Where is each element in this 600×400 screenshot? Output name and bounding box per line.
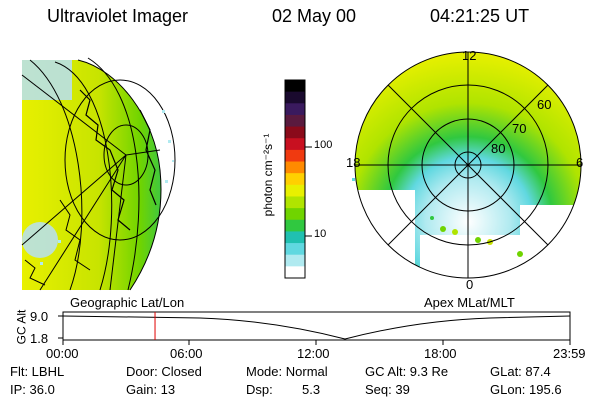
instrument-title: Ultraviolet Imager	[47, 6, 189, 26]
status-gain: Gain: 13	[126, 382, 176, 397]
timeline-x-tick-0600: 06:00	[170, 346, 203, 361]
colorbar-segment	[285, 243, 305, 256]
colorbar-segment	[285, 91, 305, 104]
status-dsp-label: Dsp:	[246, 382, 273, 397]
time-label: 04:21:25 UT	[430, 6, 530, 26]
status-ip: IP: 36.0	[10, 382, 55, 397]
colorbar-segment	[285, 266, 305, 279]
timeline-y-tick-9: 9.0	[30, 309, 49, 324]
timeline-y-axis-label: GC Alt	[14, 309, 29, 345]
colorbar-segment	[285, 196, 305, 209]
geographic-projection-label: Geographic Lat/Lon	[70, 295, 185, 310]
colorbar-segment	[285, 231, 305, 244]
status-flt: Flt: LBHL	[10, 364, 65, 379]
status-glat: GLat: 87.4	[490, 364, 551, 379]
timeline-x-tick-1800: 18:00	[424, 346, 457, 361]
colorbar-segment	[285, 103, 305, 116]
timeline-x-tick-2359: 23:59	[553, 346, 586, 361]
colorbar-tick-10: 10	[314, 228, 327, 240]
status-door: Door: Closed	[126, 364, 202, 379]
status-seq: Seq: 39	[365, 382, 410, 397]
status-dsp-value: 5.3	[302, 382, 321, 397]
timeline-y-tick-1-8: 1.8	[30, 331, 49, 346]
colorbar-segment	[285, 126, 305, 139]
colorbar-tick-100: 100	[314, 139, 333, 151]
apex-projection-label: Apex MLat/MLT	[424, 295, 515, 310]
mlat-label-60: 60	[537, 97, 552, 112]
colorbar-segment	[285, 138, 305, 151]
timeline-x-tick-0000: 00:00	[46, 346, 79, 361]
geographic-map	[21, 57, 176, 291]
date-label: 02 May 00	[272, 6, 357, 26]
colorbar-segment	[285, 114, 305, 128]
mlt-label-12: 12	[462, 48, 477, 63]
mlt-label-0: 0	[466, 277, 474, 292]
colorbar	[284, 79, 312, 279]
mlt-label-18: 18	[346, 155, 361, 170]
timeline-x-tick-1200: 12:00	[297, 346, 330, 361]
mlt-label-6: 6	[576, 155, 584, 170]
colorbar-segment	[285, 208, 305, 221]
timeline-plot	[58, 311, 571, 345]
colorbar-segment	[285, 184, 305, 197]
polar-map	[352, 51, 582, 279]
colorbar-segment	[285, 149, 305, 163]
colorbar-segment	[285, 161, 305, 174]
mlat-label-80: 80	[491, 141, 506, 156]
colorbar-segment	[285, 254, 305, 267]
colorbar-label: photon cm⁻²s⁻¹	[261, 133, 275, 217]
status-mode: Mode: Normal	[246, 364, 328, 379]
colorbar-segment	[285, 80, 305, 93]
status-glon: GLon: 195.6	[490, 382, 562, 397]
status-gc-alt: GC Alt: 9.3 Re	[365, 364, 449, 379]
colorbar-segment	[285, 219, 305, 232]
colorbar-segment	[285, 173, 305, 186]
mlat-label-70: 70	[512, 121, 527, 136]
